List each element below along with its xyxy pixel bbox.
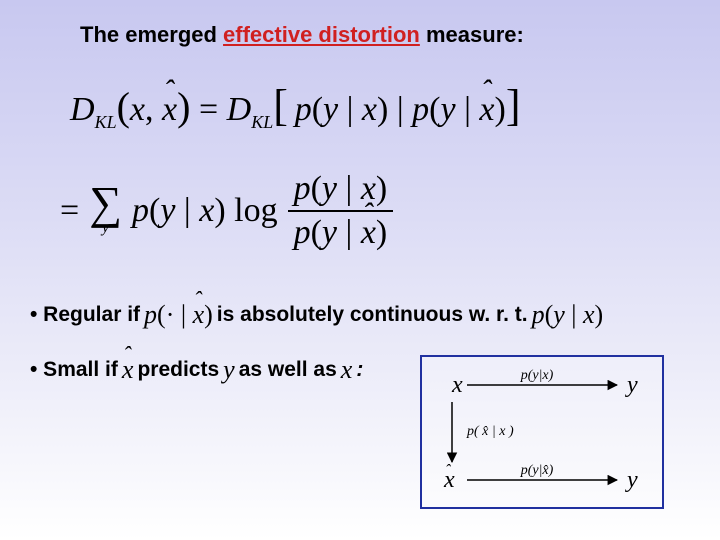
bullet-small: • Small if x predicts y as well as x: [30,355,363,385]
edge-label-bottom: p(y|x̂) [520,463,554,478]
b1-post: is absolutely continuous w. r. t. [217,303,528,327]
b2-mid2: as well as [239,358,337,382]
b2-x: x [341,355,353,385]
commutative-diagram: x y x ˆ y p(y|x) p( x̂ | x ) p(y|x̂) [420,355,664,509]
summation: ∑ y [89,185,122,238]
b2-pre: • Small if [30,358,118,382]
b1-math: p(· | x) [144,300,213,330]
node-y-bottom: y [625,467,638,493]
node-xhat-caret: ˆ [445,462,451,479]
node-y-top: y [625,372,638,398]
b2-y: y [223,355,235,385]
title-highlight: effective distortion [223,22,420,47]
bullet-regular: • Regular if p(· | x) is absolutely cont… [30,300,607,330]
b1-pre: • Regular if [30,303,140,327]
edge-label-left: p( x̂ | x ) [466,424,514,439]
b2-xhat: x [122,355,134,385]
node-x: x [451,372,463,398]
b1-trail: p(y | x) [532,300,604,330]
b2-mid: predicts [137,358,219,382]
edge-label-top: p(y|x) [520,368,554,383]
equation-dkl-definition: DKL(x, x) = DKL[ p(y | x) | p(y | x)] [70,80,520,133]
equation-dkl-sum: = ∑ y p(y | x) log p(y | x) p(y | x) [60,170,397,252]
slide-title: The emerged effective distortion measure… [80,22,524,48]
title-post: measure: [426,22,524,47]
fraction: p(y | x) p(y | x) [288,170,394,252]
title-pre: The emerged [80,22,223,47]
b2-colon: : [356,358,363,382]
